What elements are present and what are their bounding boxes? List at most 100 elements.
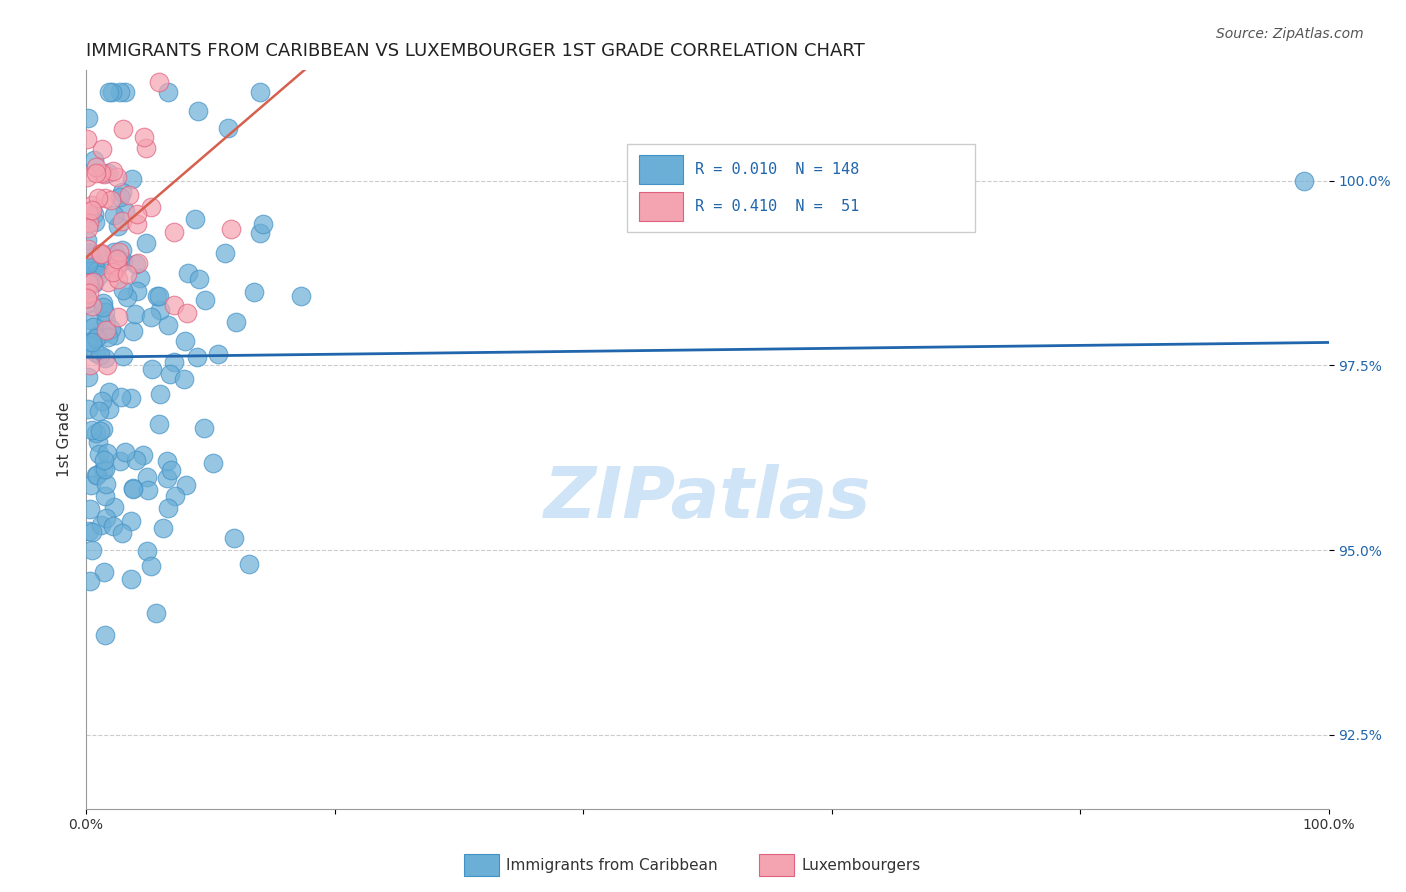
Point xyxy=(152,521,174,535)
Point xyxy=(104,262,127,277)
Point xyxy=(174,477,197,491)
Point xyxy=(79,524,101,538)
Point xyxy=(96,446,118,460)
Point xyxy=(93,453,115,467)
Point xyxy=(87,434,110,449)
Point xyxy=(97,275,120,289)
Point xyxy=(87,191,110,205)
Point xyxy=(105,252,128,266)
Point xyxy=(98,384,121,399)
Point xyxy=(156,85,179,99)
Point xyxy=(214,246,236,260)
Point xyxy=(91,463,114,477)
Point xyxy=(94,323,117,337)
Point xyxy=(97,166,120,180)
Point xyxy=(136,470,159,484)
Point xyxy=(80,334,103,349)
Point xyxy=(94,313,117,327)
Point xyxy=(163,355,186,369)
Point xyxy=(127,207,149,221)
Point xyxy=(135,235,157,250)
Point xyxy=(107,219,129,233)
Point xyxy=(149,387,172,401)
Point xyxy=(121,324,143,338)
Point xyxy=(86,467,108,482)
Point xyxy=(101,85,124,99)
Point xyxy=(148,417,170,431)
Point xyxy=(94,191,117,205)
Point xyxy=(177,266,200,280)
Text: Luxembourgers: Luxembourgers xyxy=(801,858,921,872)
Point xyxy=(80,313,103,327)
Point xyxy=(83,153,105,168)
Text: Immigrants from Caribbean: Immigrants from Caribbean xyxy=(506,858,718,872)
Point xyxy=(94,476,117,491)
Text: IMMIGRANTS FROM CARIBBEAN VS LUXEMBOURGER 1ST GRADE CORRELATION CHART: IMMIGRANTS FROM CARIBBEAN VS LUXEMBOURGE… xyxy=(86,42,865,60)
Point xyxy=(124,307,146,321)
Point xyxy=(159,462,181,476)
Point xyxy=(174,334,197,348)
Point xyxy=(76,242,98,256)
Point xyxy=(201,456,224,470)
Point xyxy=(82,320,104,334)
Point xyxy=(120,514,142,528)
Point xyxy=(238,557,260,571)
Point xyxy=(93,566,115,580)
Point xyxy=(132,449,155,463)
Point xyxy=(139,310,162,325)
Point xyxy=(80,198,103,212)
Point xyxy=(97,85,120,99)
Point xyxy=(120,391,142,405)
Point xyxy=(1292,173,1315,187)
Point xyxy=(94,305,117,319)
Text: ZIPatlas: ZIPatlas xyxy=(544,464,872,533)
Point xyxy=(125,257,148,271)
Point xyxy=(77,256,100,270)
Point xyxy=(103,208,125,222)
Point xyxy=(86,329,108,343)
Point xyxy=(117,268,139,282)
Point xyxy=(249,85,271,99)
Point xyxy=(82,423,104,437)
Text: R = 0.410  N =  51: R = 0.410 N = 51 xyxy=(695,199,859,214)
Point xyxy=(104,327,127,342)
Point xyxy=(76,233,98,247)
Point xyxy=(125,284,148,298)
Point xyxy=(121,482,143,496)
Point xyxy=(82,203,104,218)
Point xyxy=(84,426,107,441)
Point xyxy=(76,281,98,295)
Point xyxy=(75,293,97,307)
Point xyxy=(121,171,143,186)
Point xyxy=(112,350,135,364)
Point xyxy=(97,401,120,416)
Point xyxy=(103,245,125,260)
Point xyxy=(114,445,136,459)
Point xyxy=(79,358,101,372)
Point xyxy=(108,85,131,99)
Point xyxy=(77,334,100,349)
Point xyxy=(83,276,105,290)
Point xyxy=(136,483,159,497)
Point xyxy=(77,369,100,384)
Point xyxy=(76,292,98,306)
Point xyxy=(187,103,209,118)
Point xyxy=(93,167,115,181)
Point xyxy=(111,213,134,227)
Point xyxy=(86,166,108,180)
Point xyxy=(129,270,152,285)
Point xyxy=(105,170,128,185)
Point xyxy=(219,222,242,236)
Point xyxy=(194,293,217,307)
Point xyxy=(84,346,107,360)
Point xyxy=(90,143,112,157)
Point xyxy=(103,500,125,515)
Point xyxy=(108,245,131,260)
Point xyxy=(145,606,167,620)
Point xyxy=(252,217,274,231)
Text: Source: ZipAtlas.com: Source: ZipAtlas.com xyxy=(1216,27,1364,41)
Point xyxy=(242,285,264,300)
Point xyxy=(100,322,122,336)
Point xyxy=(90,246,112,260)
Point xyxy=(84,468,107,483)
